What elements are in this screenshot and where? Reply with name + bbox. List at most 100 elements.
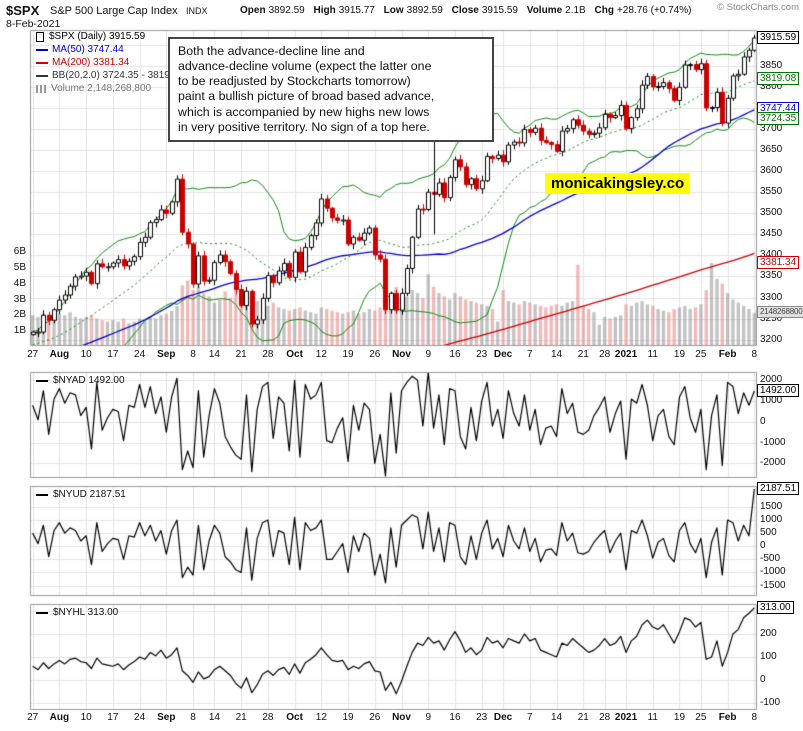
x-axis-label: 25	[695, 349, 707, 360]
exchange-label: INDX	[186, 6, 208, 16]
x-axis-label: 8	[751, 712, 758, 723]
x-axis-label: 19	[673, 712, 686, 723]
price-axis-label: 3200	[760, 333, 783, 345]
quote-high-label: High	[313, 5, 336, 16]
x-axis-label: 19	[342, 349, 354, 360]
annotation-note: Both the advance-decline line and advanc…	[168, 37, 494, 142]
price-axis-label: 3450	[760, 228, 783, 240]
x-axis-label: Nov	[392, 349, 411, 360]
x-axis-label: 12	[315, 349, 327, 360]
volume-axis-label: 6B	[13, 246, 26, 258]
price-axis-label: 3350	[760, 270, 783, 282]
panel-last-value-callout: 2187.51	[757, 481, 800, 495]
x-axis-label: 27	[27, 349, 39, 360]
panel-axis-label: -100	[760, 697, 781, 709]
price-axis-label: 3700	[760, 123, 783, 134]
x-axis-label: 21	[235, 712, 247, 723]
x-axis-label: 28	[599, 712, 611, 723]
legend-label: MA(50) 3747.44	[52, 44, 124, 55]
x-axis-label: Feb	[718, 712, 737, 723]
legend-label: Volume 2,148,268,800	[51, 83, 152, 94]
x-axis-label: Sep	[157, 712, 176, 723]
x-axis-label: 17	[107, 712, 119, 723]
x-axis-label: 24	[134, 712, 146, 723]
chart-date: 8-Feb-2021	[6, 18, 61, 30]
panel-axis-label: -500	[760, 553, 781, 565]
price-axis-label: 3550	[760, 186, 783, 198]
volume-axis-label: 1B	[13, 325, 26, 337]
quote-chg-value: +28.76 (+0.74%)	[616, 5, 692, 16]
panel-axis-label: 500	[760, 527, 777, 539]
series-line-swatch	[36, 75, 48, 77]
series-line-swatch	[36, 379, 48, 382]
x-axis-label: 28	[262, 712, 274, 723]
legend-item: MA(200) 3381.34	[36, 57, 184, 69]
legend-item: BB(20,2.0) 3724.35 - 3819.08	[36, 70, 184, 82]
quote-low-value: 3892.59	[406, 5, 443, 16]
price-axis-label: 3400	[760, 249, 783, 261]
watermark: monicakingsley.co	[545, 173, 691, 194]
x-axis-label: 11	[647, 712, 658, 723]
x-axis-label: 7	[527, 349, 533, 360]
x-axis-label: 8	[190, 349, 196, 360]
nyad-panel-legend: $NYAD 1492.00	[36, 375, 125, 386]
quote-high-value: 3915.77	[338, 5, 375, 16]
main-chart-legend: $SPX (Daily) 3915.59 MA(50) 3747.44 MA(200…	[36, 31, 184, 96]
volume-axis-label: 5B	[13, 261, 26, 273]
price-axis-callout: 3915.59	[757, 31, 800, 45]
price-axis-label: 3600	[760, 165, 783, 177]
copyright-notice: © StockCharts.com	[717, 2, 799, 13]
x-axis-label: Aug	[49, 349, 70, 360]
panel-axis-label: 200	[760, 627, 777, 639]
x-axis-label: Feb	[718, 349, 737, 360]
panel-last-value-callout: 1492.00	[757, 383, 800, 397]
x-axis-label: 14	[550, 349, 563, 360]
x-axis-label: 8	[751, 349, 758, 360]
x-axis-label: 14	[550, 712, 563, 723]
quote-close-label: Close	[451, 5, 479, 16]
x-axis-label: 19	[342, 712, 354, 723]
quote-volume-label: Volume	[526, 5, 563, 16]
quote-chg-label: Chg	[594, 5, 614, 16]
x-axis-label: 21	[235, 349, 247, 360]
nyud-legend-label: $NYUD 2187.51	[53, 489, 126, 500]
x-axis-label: 28	[599, 349, 611, 360]
x-axis-label: 23	[476, 349, 488, 360]
legend-item: MA(50) 3747.44	[36, 44, 184, 56]
x-axis-label: Oct	[286, 349, 303, 360]
panel-axis-label: 1000	[760, 395, 783, 407]
legend-item: Volume 2,148,268,800	[36, 83, 184, 95]
volume-axis-label: 4B	[13, 277, 26, 289]
panel-axis-label: 100	[760, 651, 777, 662]
panel-axis-label: 0	[760, 674, 766, 686]
x-axis-label: 9	[425, 349, 432, 360]
nyhl-legend-label: $NYHL 313.00	[53, 607, 119, 618]
x-axis-label: 8	[190, 712, 196, 723]
price-axis-callout: 2148268800	[757, 305, 803, 318]
legend-label: $SPX (Daily) 3915.59	[49, 31, 146, 42]
nyad-legend-label: $NYAD 1492.00	[53, 375, 125, 386]
x-axis-label: 2021	[614, 349, 638, 360]
nyud-panel-legend: $NYUD 2187.51	[36, 489, 126, 500]
series-line-swatch	[36, 62, 48, 64]
price-axis-label: 3650	[760, 144, 783, 156]
x-axis-label: 24	[134, 349, 146, 360]
price-axis-label: 3800	[760, 80, 783, 92]
x-axis-label: 26	[369, 349, 381, 360]
x-axis-label: 7	[527, 712, 533, 723]
volume-axis-label: 2B	[13, 309, 26, 321]
panel-axis-label: -1000	[760, 566, 786, 578]
panel-axis-label: 1000	[760, 514, 783, 526]
panel-axis-label: 1500	[760, 500, 783, 512]
x-axis-label: Oct	[286, 712, 303, 723]
x-axis-label: 10	[80, 349, 92, 360]
x-axis-label: 23	[476, 712, 488, 723]
volume-axis-label: 3B	[13, 293, 26, 305]
candlestick-icon	[36, 32, 44, 42]
x-axis-label: Sep	[157, 349, 176, 360]
quote-close-value: 3915.59	[481, 5, 518, 16]
index-name: S&P 500 Large Cap Index	[50, 5, 178, 17]
symbol-title: $SPX	[6, 3, 40, 18]
x-axis-label: Dec	[493, 349, 513, 360]
